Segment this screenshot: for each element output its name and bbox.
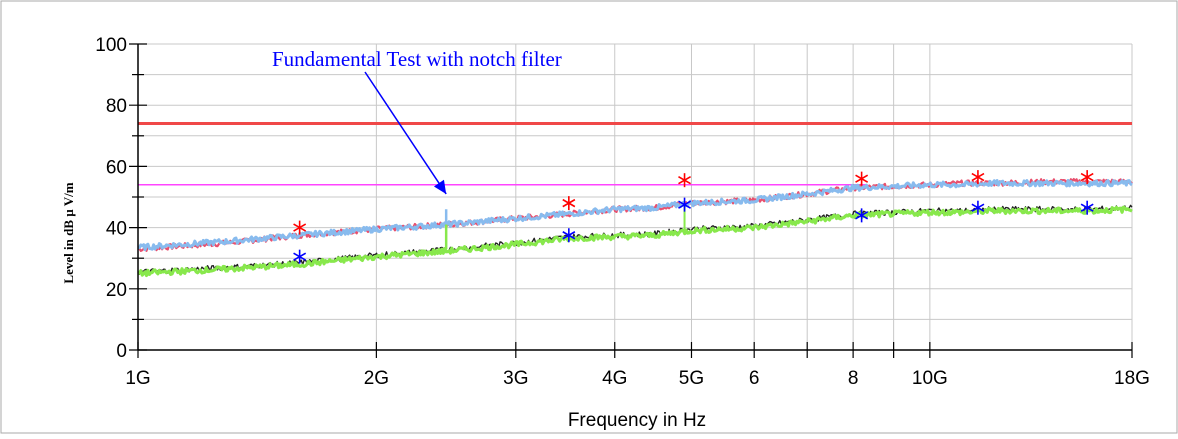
annotation-arrow-line (364, 71, 447, 195)
y-tick-label: 40 (106, 219, 127, 240)
marker-stroke (678, 175, 692, 185)
x-tick-label: 3G (503, 368, 528, 389)
limit-lines (138, 122, 1132, 186)
marker-stroke (562, 198, 576, 208)
annotation: Fundamental Test with notch filter (272, 47, 562, 195)
marker-stroke (971, 203, 985, 212)
marker-stroke (855, 211, 869, 220)
peak-marker (562, 196, 576, 211)
peak-marker (1080, 170, 1094, 185)
x-tick-label: 2G (364, 368, 389, 389)
series-peak-blue (137, 179, 1133, 252)
average-marker (678, 197, 692, 212)
x-tick-label: 18G (1114, 368, 1150, 389)
marker-stroke (293, 223, 307, 232)
tick-labels: 0 20 40 60 80 100 1G 2G 3G 4G 5G 6 8 10G 18G (95, 35, 1150, 389)
x-tick-label: 1G (125, 368, 150, 389)
y-axis-label: Level in dB µ V/m (61, 182, 76, 283)
peak-marker (293, 220, 307, 235)
marker-stroke (1080, 172, 1094, 182)
marker-stroke (562, 231, 576, 240)
axes (129, 43, 1133, 358)
peak-marker (971, 170, 985, 185)
average-marker (855, 208, 869, 223)
x-tick-label: 4G (602, 368, 627, 389)
peak-marker (678, 173, 692, 188)
marker-stroke (293, 252, 307, 261)
average-marker (971, 200, 985, 215)
peak-marker (855, 171, 869, 186)
y-tick-label: 0 (116, 341, 127, 362)
average-marker (293, 249, 307, 264)
y-tick-label: 80 (106, 96, 127, 117)
x-axis-label: Frequency in Hz (568, 410, 706, 431)
annotation-text: Fundamental Test with notch filter (272, 47, 562, 71)
annotation-arrow-head (433, 179, 447, 194)
y-tick-label: 60 (106, 157, 127, 178)
average-marker (562, 228, 576, 243)
series-group (137, 178, 1133, 278)
y-tick-label: 100 (95, 35, 127, 56)
average-marker (1080, 200, 1094, 215)
series-average-green (137, 205, 1133, 278)
marker-stroke (971, 172, 985, 182)
marker-group (293, 170, 1094, 264)
y-tick-label: 20 (106, 280, 127, 301)
x-tick-label: 8 (848, 368, 859, 389)
marker-stroke (678, 200, 692, 209)
x-tick-label: 5G (679, 368, 704, 389)
x-tick-label: 10G (912, 368, 948, 389)
marker-stroke (1080, 203, 1094, 212)
x-tick-label: 6 (749, 368, 760, 389)
marker-stroke (855, 174, 869, 183)
